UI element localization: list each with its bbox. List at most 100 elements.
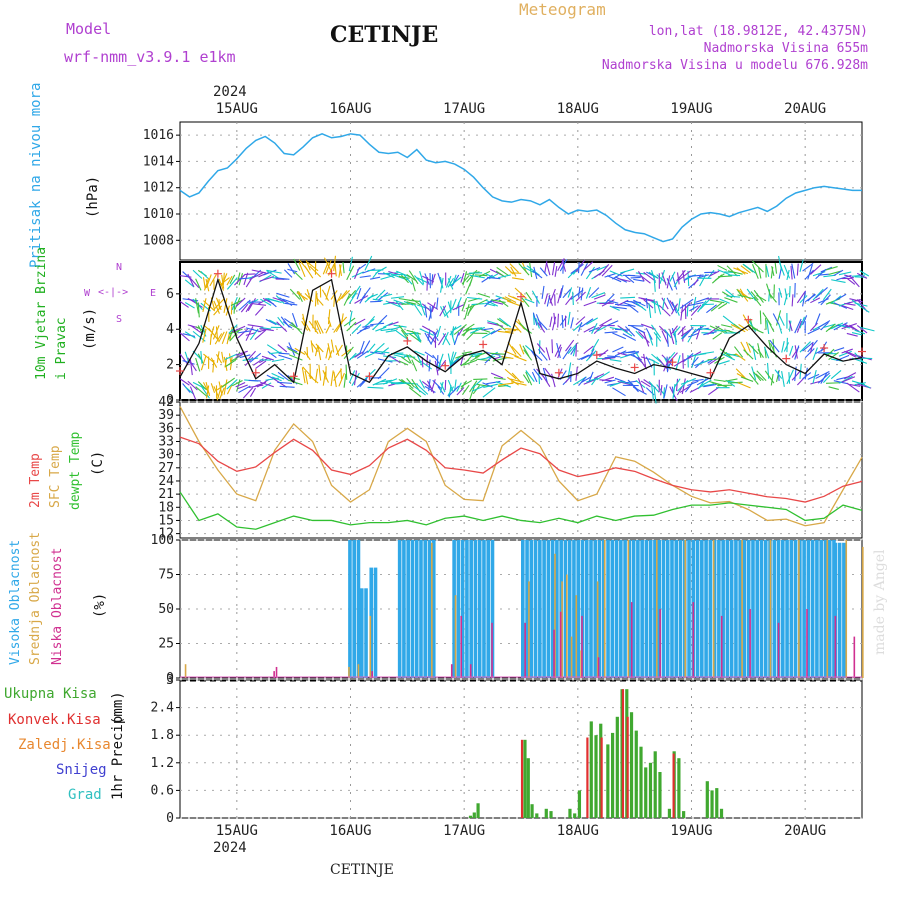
wind-barb [583,325,595,333]
wind-barb [690,304,702,317]
meteogram-label: Meteogram [519,0,606,19]
wind-barb [294,271,303,280]
wind-barb [339,264,343,276]
wind-barb [380,347,390,355]
wind-barb [437,272,443,285]
wind-barb [822,288,832,301]
mid-cloud-bar [570,636,573,678]
wind-barb [377,367,390,380]
wind-barb [710,302,723,312]
wind-barb [677,270,691,282]
compass-w: W [84,288,91,299]
wind-barb [531,290,540,304]
compass-e: E [150,288,157,299]
wind-barb [681,378,686,395]
wind-barb [498,317,512,328]
high-cloud-bar [538,540,542,678]
wind-barb [462,384,470,396]
wind-barb [493,377,506,380]
wind-barb [219,387,225,399]
wind-barb [740,376,754,382]
wind-barb [796,263,799,276]
wind-barb [617,352,628,356]
wind-barb [758,267,762,279]
conv-precip-bar [586,737,589,818]
wind-barb [586,317,599,325]
total-precip-bar [610,732,615,818]
wind-barb [522,326,532,334]
y-tick-label: 2 [166,358,174,373]
wind-barb [585,350,597,362]
wind-barb [330,370,334,387]
y-tick-label: 36 [158,421,174,436]
wind-barb [451,298,457,310]
wind-barb [497,330,514,334]
wind-barb [856,325,868,334]
wind-barb [393,354,405,359]
wind-barb [854,382,866,386]
wind-barb [812,347,818,361]
wind-barb [684,353,694,362]
high-cloud-bar [559,540,563,678]
wind-barb [492,356,509,362]
wind-barb [559,285,564,299]
wind-barb [277,344,288,353]
wind-barb [525,371,533,386]
wind-barb [413,304,423,316]
wind-barb [846,382,860,393]
wind-barb [413,331,421,343]
wind-barb [354,318,366,326]
wind-barb [765,318,767,330]
elevation-label: Nadmorska Visina 655m [703,41,868,56]
high-cloud-bar [410,540,415,678]
wind-barb [309,265,322,278]
high-cloud-bar [593,540,598,678]
wind-barb [348,256,353,272]
wind-barb [265,318,277,326]
wind-barb [544,293,549,305]
total-precip-bar [568,808,572,818]
wind-barb [327,309,331,325]
wind-barb [184,331,196,339]
wind-barb [751,366,757,380]
wind-barb [267,351,277,359]
high-cloud-bar [789,540,794,678]
total-precip-bar [634,730,638,818]
model-name: wrf-nmm_v3.9.1 e1km [64,48,236,66]
wind-barb [200,270,209,279]
wind-barb [764,370,775,384]
high-cloud-bar [640,540,644,678]
wind-barb [224,353,238,361]
low-cloud-bar [275,666,278,678]
wind-barb [315,343,324,353]
high-cloud-bar [678,540,683,678]
high-cloud-bar [477,540,482,678]
wind-barb [666,297,674,311]
wind-barb [617,325,629,333]
high-cloud-bar [576,540,581,678]
wind-barb [770,373,774,386]
wind-barb [859,326,875,332]
wind-barb [825,266,838,271]
wind-barb [823,274,836,278]
wind-barb [343,346,354,360]
high-cloud-bar [356,540,361,678]
high-cloud-bar [614,540,619,678]
wind-barb [372,342,385,355]
y-tick-label: 1014 [143,154,174,169]
wind-barb [291,313,298,328]
wind-speed-line [179,277,863,384]
wind-barb [575,259,586,273]
wind-barb [799,259,804,272]
wind-barb [354,350,365,358]
high-cloud-bar [606,540,610,678]
wind-barb [464,304,470,320]
wind-barb [245,326,254,341]
wind-barb [772,313,780,326]
wind-barb [195,386,208,397]
wind-barb [556,342,561,359]
wind-barb [687,380,699,387]
wind-barb [403,300,414,306]
wind-barb [604,331,618,334]
wind-barb [707,356,717,364]
